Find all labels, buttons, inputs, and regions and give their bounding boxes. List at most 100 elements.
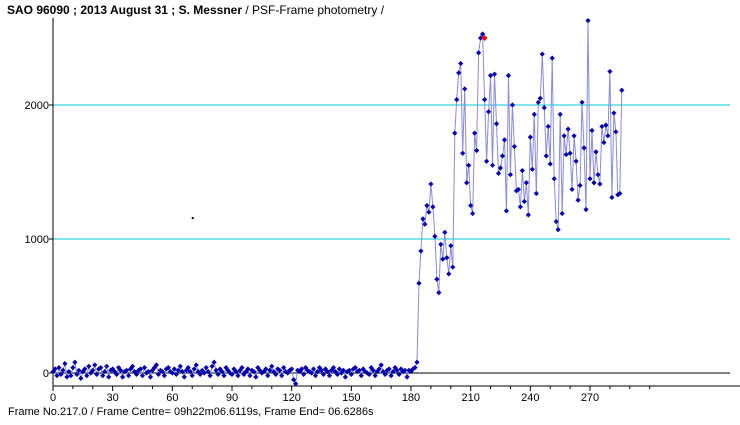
data-point <box>418 248 424 254</box>
data-point <box>151 365 158 371</box>
data-point <box>527 134 533 140</box>
data-point <box>165 365 171 371</box>
data-point <box>438 241 444 247</box>
data-point <box>388 373 394 379</box>
data-point <box>533 190 539 197</box>
data-point <box>476 50 482 56</box>
data-point <box>470 210 476 217</box>
data-point <box>370 367 376 373</box>
data-point <box>330 365 337 371</box>
data-point <box>521 198 527 205</box>
data-point <box>131 369 138 375</box>
data-point <box>474 147 480 154</box>
data-point <box>102 369 108 375</box>
data-point <box>145 369 152 375</box>
data-point <box>297 369 303 375</box>
data-point <box>326 373 333 379</box>
data-point <box>434 276 440 282</box>
data-point <box>159 369 165 375</box>
data-point <box>299 366 305 372</box>
data-point <box>139 373 146 379</box>
data-point <box>118 367 124 373</box>
data-point <box>58 371 64 377</box>
data-point <box>450 264 456 270</box>
data-point <box>458 60 464 67</box>
data-point <box>229 371 235 377</box>
data-point <box>163 366 169 372</box>
data-point <box>583 206 589 213</box>
data-point <box>607 68 613 75</box>
data-point <box>269 363 275 369</box>
data-point <box>116 365 122 371</box>
data-point <box>404 374 410 380</box>
data-point <box>197 371 203 377</box>
data-point <box>52 366 58 372</box>
data-point <box>390 369 396 375</box>
data-point <box>547 161 553 167</box>
data-point <box>306 369 313 375</box>
data-point <box>497 165 504 171</box>
data-point <box>235 373 241 379</box>
data-point <box>559 210 565 217</box>
tick-label-layer: 0 1000 2000 0 30 60 90 120 150 180 210 240 270 <box>25 100 600 404</box>
data-point <box>241 371 247 377</box>
data-point <box>302 365 309 371</box>
axis-layer <box>49 18 740 391</box>
data-point <box>436 290 442 296</box>
data-point <box>617 190 623 197</box>
data-point <box>499 153 506 159</box>
data-point <box>129 363 136 369</box>
data-point <box>378 362 384 368</box>
data-point <box>456 70 462 76</box>
data-point <box>86 363 92 369</box>
data-point <box>161 373 167 379</box>
data-point <box>609 194 615 201</box>
data-point <box>444 255 450 261</box>
data-point <box>372 373 378 379</box>
data-point <box>567 150 573 156</box>
data-point <box>509 102 516 108</box>
data-point <box>167 369 173 375</box>
data-point <box>503 208 510 214</box>
data-point <box>428 181 434 187</box>
data-point <box>56 365 62 371</box>
data-point <box>185 365 191 371</box>
data-point <box>169 370 175 376</box>
data-point <box>179 369 185 375</box>
data-point <box>585 17 591 24</box>
data-point <box>539 51 545 57</box>
data-point <box>380 369 386 375</box>
data-point <box>147 374 154 380</box>
data-point <box>589 127 595 134</box>
data-point <box>356 367 362 373</box>
data-point <box>507 172 514 178</box>
data-point <box>493 121 500 127</box>
y-tick-label-1000: 1000 <box>25 234 49 246</box>
data-point <box>352 365 358 371</box>
data-point <box>460 150 466 156</box>
y-tick-label-2000: 2000 <box>25 100 49 112</box>
data-point <box>557 111 563 117</box>
data-point <box>563 151 569 158</box>
data-point <box>462 86 468 92</box>
data-point <box>74 371 80 377</box>
data-point <box>491 71 498 77</box>
series-line-0 <box>52 20 623 386</box>
data-point <box>207 373 213 379</box>
stray-point <box>191 217 194 220</box>
data-point <box>209 363 215 369</box>
data-point <box>340 367 346 373</box>
data-point <box>430 204 436 210</box>
data-point <box>575 197 581 203</box>
data-point <box>289 366 295 372</box>
x-tick-label-90: 90 <box>226 392 238 404</box>
data-point <box>191 366 197 372</box>
data-point <box>422 221 428 227</box>
data-point <box>591 180 597 186</box>
data-point <box>581 145 587 151</box>
chart-title-subtitle: / PSF-Frame photometry / <box>245 3 385 17</box>
data-point <box>551 176 557 182</box>
data-point <box>98 365 104 371</box>
data-point <box>181 374 187 380</box>
